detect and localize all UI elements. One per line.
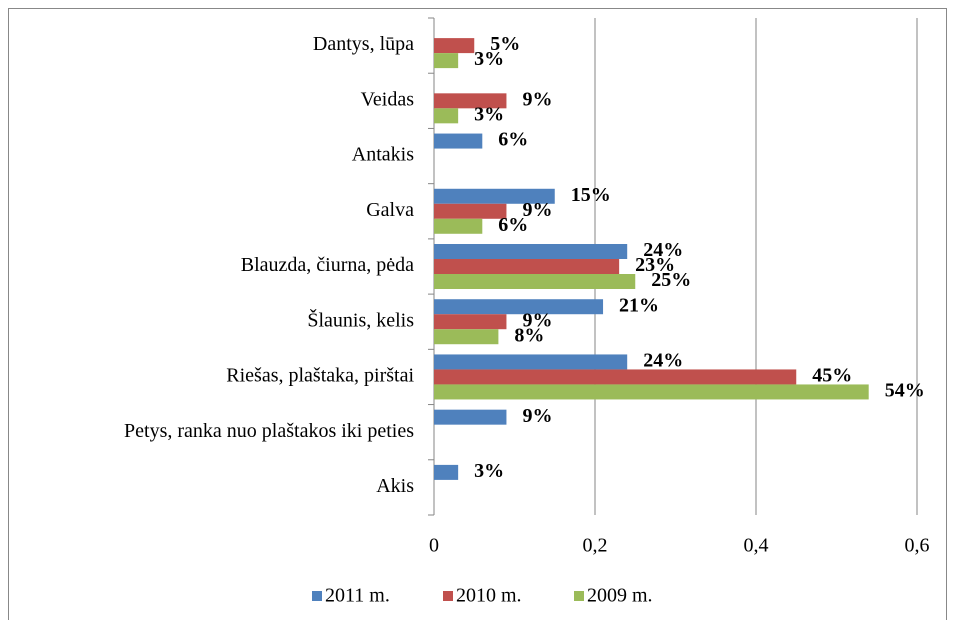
bar [434, 133, 483, 149]
legend-label: 2009 m. [587, 585, 653, 607]
x-tick-label: 0,6 [905, 535, 930, 557]
value-label: 8% [514, 324, 544, 346]
value-label: 3% [474, 460, 504, 482]
value-label: 45% [812, 365, 852, 387]
x-tick-label: 0 [429, 535, 439, 557]
value-label: 24% [643, 239, 683, 261]
x-tick-label: 0,4 [744, 535, 769, 557]
bar [434, 274, 636, 289]
bar [434, 409, 507, 425]
chart-frame [8, 8, 947, 620]
value-label: 3% [474, 48, 504, 70]
y-tick-label: Petys, ranka nuo plaštakos iki peties [124, 420, 414, 442]
value-label: 6% [498, 129, 528, 151]
value-label: 21% [619, 294, 659, 316]
value-label: 23% [635, 254, 675, 276]
bar [434, 188, 555, 204]
bar [434, 314, 507, 330]
bar [434, 299, 604, 315]
value-label: 3% [474, 103, 504, 125]
bar [434, 218, 483, 234]
y-tick-label: Antakis [352, 144, 414, 166]
bar [434, 464, 459, 480]
bar [434, 259, 620, 274]
legend-swatch [574, 591, 584, 601]
legend-swatch [312, 591, 322, 601]
value-label: 9% [522, 199, 552, 221]
legend-label: 2010 m. [456, 585, 522, 607]
bar [434, 93, 507, 109]
x-tick-label: 0,2 [583, 535, 608, 557]
value-label: 25% [651, 269, 691, 291]
y-tick-label: Akis [376, 475, 414, 497]
value-label: 24% [643, 350, 683, 372]
value-label: 9% [522, 88, 552, 110]
bar [434, 53, 459, 69]
legend-swatch [443, 591, 453, 601]
bar [434, 38, 475, 54]
y-tick-label: Šlaunis, kelis [307, 307, 414, 331]
bar [434, 203, 507, 219]
value-label: 5% [490, 33, 520, 55]
y-tick-label: Blauzda, čiurna, pėda [241, 254, 414, 276]
value-label: 54% [885, 380, 925, 402]
bar [434, 369, 797, 385]
value-label: 6% [498, 214, 528, 236]
value-label: 9% [522, 405, 552, 427]
y-tick-label: Riešas, plaštaka, pirštai [226, 365, 414, 387]
bar [434, 384, 869, 400]
legend-label: 2011 m. [325, 585, 390, 607]
value-label: 9% [522, 309, 552, 331]
bar [434, 329, 499, 345]
y-tick-label: Galva [366, 199, 414, 221]
value-label: 15% [571, 184, 611, 206]
bar [434, 108, 459, 124]
y-tick-label: Dantys, lūpa [313, 33, 414, 55]
bar [434, 244, 628, 259]
y-tick-label: Veidas [361, 88, 415, 110]
bar [434, 354, 628, 370]
